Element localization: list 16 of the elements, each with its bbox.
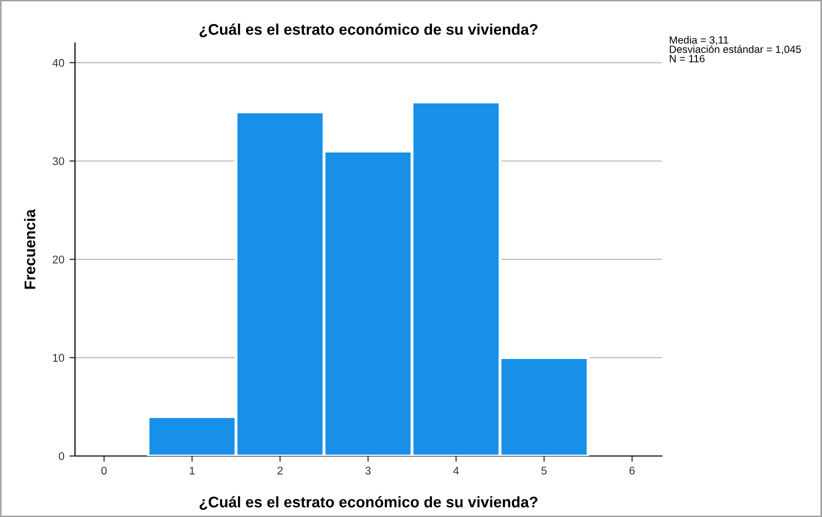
x-tick-label: 5 [541,466,547,475]
x-tick-label: 2 [278,466,283,474]
y-tick-label: 10 [53,354,64,362]
x-tick-label: 4 [453,466,459,474]
chart-title: ¿Cuál es el estrato económico de su vivienda? [200,23,538,38]
y-tick-label: 20 [52,256,64,264]
x-tick-label: 3 [365,466,371,475]
y-axis-title: Frecuencia [24,209,36,289]
x-axis-title: ¿Cuál es el estrato económico de su vivienda? [200,496,538,510]
y-tick-label: 0 [58,452,64,460]
text: Media = 3,11 Desviación estándar = 1,045 N = 116 [670,36,801,62]
x-tick-label: 6 [630,466,635,475]
y-tick-label: 40 [52,58,64,67]
y-tick-label: 30 [52,157,64,166]
x-tick-label: 1 [190,466,195,474]
x-tick-label: 0 [101,466,107,475]
